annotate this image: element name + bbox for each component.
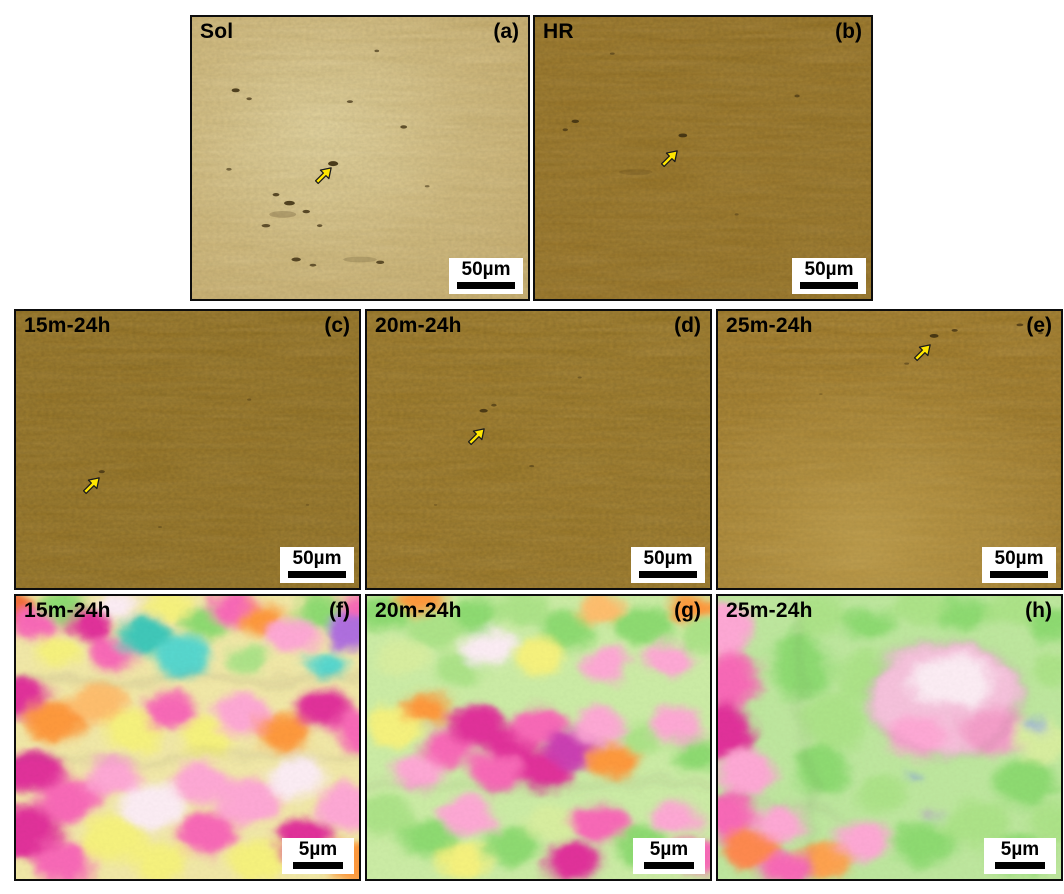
panel-letter: (a) xyxy=(493,20,519,43)
annotation-arrow-icon xyxy=(913,344,931,362)
panel-letter: (b) xyxy=(835,20,862,43)
scale-bar-line xyxy=(800,282,858,289)
panel-letter: (f) xyxy=(329,599,350,622)
panel-label: 25m-24h xyxy=(726,314,813,337)
ebsd-ipf-map-image xyxy=(718,596,1061,879)
scale-label: 5µm xyxy=(298,839,338,861)
panel-label: 20m-24h xyxy=(375,599,462,622)
scale-bar: 5µm xyxy=(633,838,705,874)
panel-label: HR xyxy=(543,20,574,43)
panel-letter: (c) xyxy=(324,314,350,337)
panel-label: 25m-24h xyxy=(726,599,813,622)
scale-bar-line xyxy=(644,862,694,869)
scale-bar-line xyxy=(990,571,1048,578)
panel-g-20m-24h-ebsd: 20m-24h (g) 5µm xyxy=(365,594,712,881)
scale-bar: 50µm xyxy=(280,547,354,583)
panel-b-hr: HR (b) 50µm xyxy=(533,15,873,301)
annotation-arrow-icon xyxy=(661,149,679,167)
optical-micrograph-image xyxy=(192,17,528,299)
scale-bar-line xyxy=(457,282,515,289)
scale-bar: 50µm xyxy=(631,547,705,583)
optical-micrograph-image xyxy=(367,311,710,588)
optical-micrograph-image xyxy=(16,311,359,588)
scale-label: 50µm xyxy=(994,548,1044,570)
panel-letter: (g) xyxy=(674,599,701,622)
scale-bar: 50µm xyxy=(449,258,523,294)
scale-bar-line xyxy=(639,571,697,578)
panel-h-25m-24h-ebsd: 25m-24h (h) 5µm xyxy=(716,594,1063,881)
annotation-arrow-icon xyxy=(314,166,332,184)
scale-bar: 50µm xyxy=(982,547,1056,583)
inclusion-spots xyxy=(98,398,310,529)
panel-letter: (d) xyxy=(674,314,701,337)
scale-bar: 50µm xyxy=(792,258,866,294)
scale-bar-line xyxy=(293,862,343,869)
optical-micrograph-image xyxy=(535,17,871,299)
panel-label: Sol xyxy=(200,20,234,43)
scale-label: 50µm xyxy=(292,548,342,570)
scale-bar: 5µm xyxy=(984,838,1056,874)
inclusion-spots xyxy=(562,52,800,216)
annotation-arrow-icon xyxy=(468,427,486,445)
panel-f-15m-24h-ebsd: 15m-24h (f) 5µm xyxy=(14,594,361,881)
panel-letter: (e) xyxy=(1026,314,1052,337)
scale-label: 5µm xyxy=(1000,839,1040,861)
scale-bar-line xyxy=(995,862,1045,869)
scale-label: 50µm xyxy=(461,259,511,281)
scale-bar-line xyxy=(288,571,346,578)
panel-c-15m-24h: 15m-24h (c) 50µm xyxy=(14,309,361,590)
panel-e-25m-24h: 25m-24h (e) 50µm xyxy=(716,309,1063,590)
inclusion-spots xyxy=(819,323,1043,395)
panel-label: 15m-24h xyxy=(24,599,111,622)
panel-label: 15m-24h xyxy=(24,314,111,337)
ebsd-ipf-map-image xyxy=(16,596,359,879)
panel-label: 20m-24h xyxy=(375,314,462,337)
inclusion-spots xyxy=(226,49,430,267)
ebsd-ipf-map-image xyxy=(367,596,710,879)
scale-label: 50µm xyxy=(643,548,693,570)
inclusion-spots xyxy=(433,376,582,506)
panel-a-sol: Sol (a) 50µm xyxy=(190,15,530,301)
annotation-arrow-icon xyxy=(83,477,100,495)
scale-label: 50µm xyxy=(804,259,854,281)
panel-letter: (h) xyxy=(1025,599,1052,622)
scale-label: 5µm xyxy=(649,839,689,861)
scale-bar: 5µm xyxy=(282,838,354,874)
panel-d-20m-24h: 20m-24h (d) 50µm xyxy=(365,309,712,590)
optical-micrograph-image xyxy=(718,311,1061,588)
